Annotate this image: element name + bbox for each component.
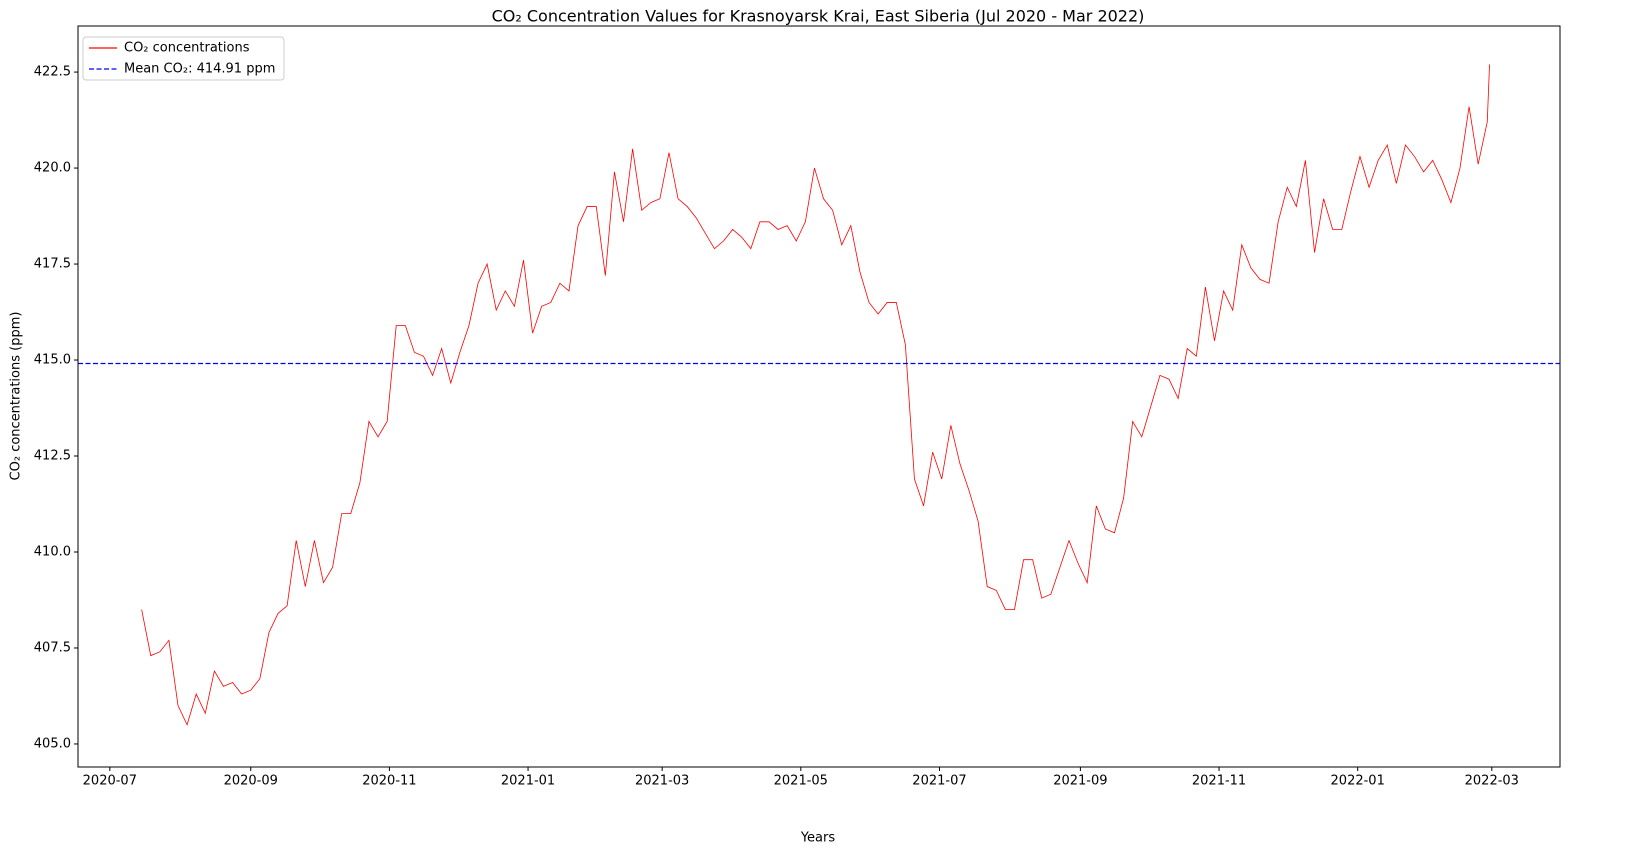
legend-label: CO₂ concentrations <box>124 41 250 56</box>
y-tick-label: 417.5 <box>34 257 71 272</box>
x-tick-label: 2020-11 <box>362 774 416 789</box>
y-axis-label: CO₂ concentrations (ppm) <box>9 312 24 481</box>
y-tick-label: 410.0 <box>34 544 71 559</box>
x-tick-label: 2021-07 <box>912 774 966 789</box>
plot-frame <box>77 25 1561 768</box>
y-tick-label: 412.5 <box>34 449 71 464</box>
x-tick-label: 2020-09 <box>224 774 278 789</box>
y-tick-label: 422.5 <box>34 65 71 80</box>
y-tick-label: 420.0 <box>34 161 71 176</box>
y-tick-label: 405.0 <box>34 736 71 751</box>
x-tick-label: 2021-01 <box>501 774 555 789</box>
y-tick-label: 407.5 <box>34 640 71 655</box>
x-tick-label: 2022-01 <box>1331 774 1385 789</box>
legend-label: Mean CO₂: 414.91 ppm <box>124 62 275 77</box>
x-tick-label: 2021-03 <box>635 774 689 789</box>
legend-box <box>82 36 285 81</box>
x-tick-label: 2021-05 <box>774 774 828 789</box>
x-tick-label: 2021-09 <box>1053 774 1107 789</box>
x-tick-label: 2022-03 <box>1465 774 1519 789</box>
data-line <box>141 64 1490 726</box>
x-axis-label: Years <box>800 831 836 846</box>
chart-title: CO₂ Concentration Values for Krasnoyarsk… <box>492 7 1145 26</box>
x-tick-label: 2021-11 <box>1192 774 1246 789</box>
y-tick-label: 415.0 <box>34 353 71 368</box>
x-tick-label: 2020-07 <box>83 774 137 789</box>
